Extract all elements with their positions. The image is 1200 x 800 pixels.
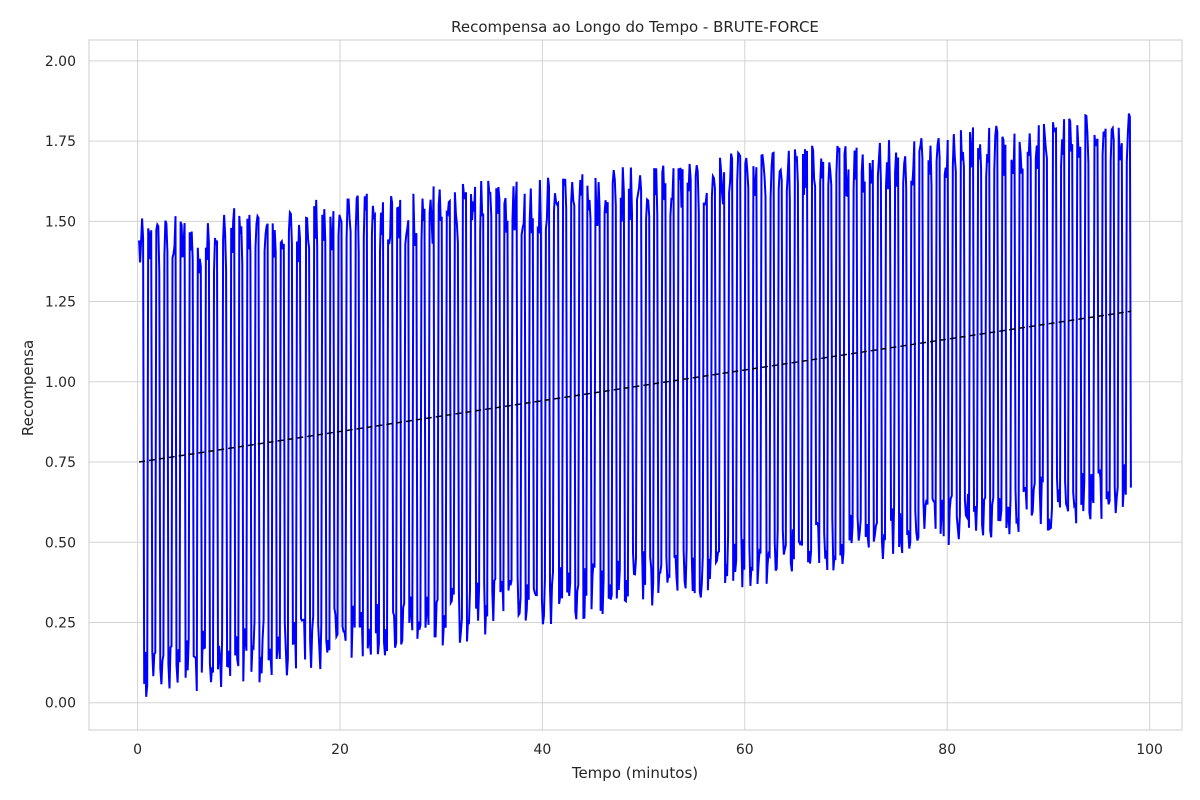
y-tick-labels: 0.00 0.25 0.50 0.75 1.00 1.25 1.50 1.75 2.00 [45,54,76,712]
x-tick-label: 80 [938,742,956,758]
x-tick-label: 0 [133,742,142,758]
trend-line [138,310,1132,463]
series-layer [138,113,1132,697]
reward-series-line [138,113,1132,697]
x-tick-labels: 0 20 40 60 80 100 [133,742,1163,758]
y-tick-label: 1.00 [45,375,76,391]
y-tick-label: 1.75 [45,134,76,150]
y-tick-label: 0.75 [45,455,76,471]
y-axis-label: Recompensa [19,340,37,436]
y-tick-label: 0.50 [45,535,76,551]
chart-title: Recompensa ao Longo do Tempo - BRUTE-FOR… [451,18,819,36]
y-tick-label: 1.50 [45,214,76,230]
x-tick-label: 60 [736,742,754,758]
x-axis-label: Tempo (minutos) [571,764,698,782]
x-tick-label: 40 [533,742,551,758]
y-tick-label: 0.25 [45,615,76,631]
grid [89,40,1182,730]
x-tick-label: 20 [331,742,349,758]
y-tick-label: 2.00 [45,54,76,70]
y-tick-label: 1.25 [45,295,76,311]
y-tick-label: 0.00 [45,696,76,712]
x-tick-label: 100 [1136,742,1163,758]
plot-area-frame [88,39,1183,731]
